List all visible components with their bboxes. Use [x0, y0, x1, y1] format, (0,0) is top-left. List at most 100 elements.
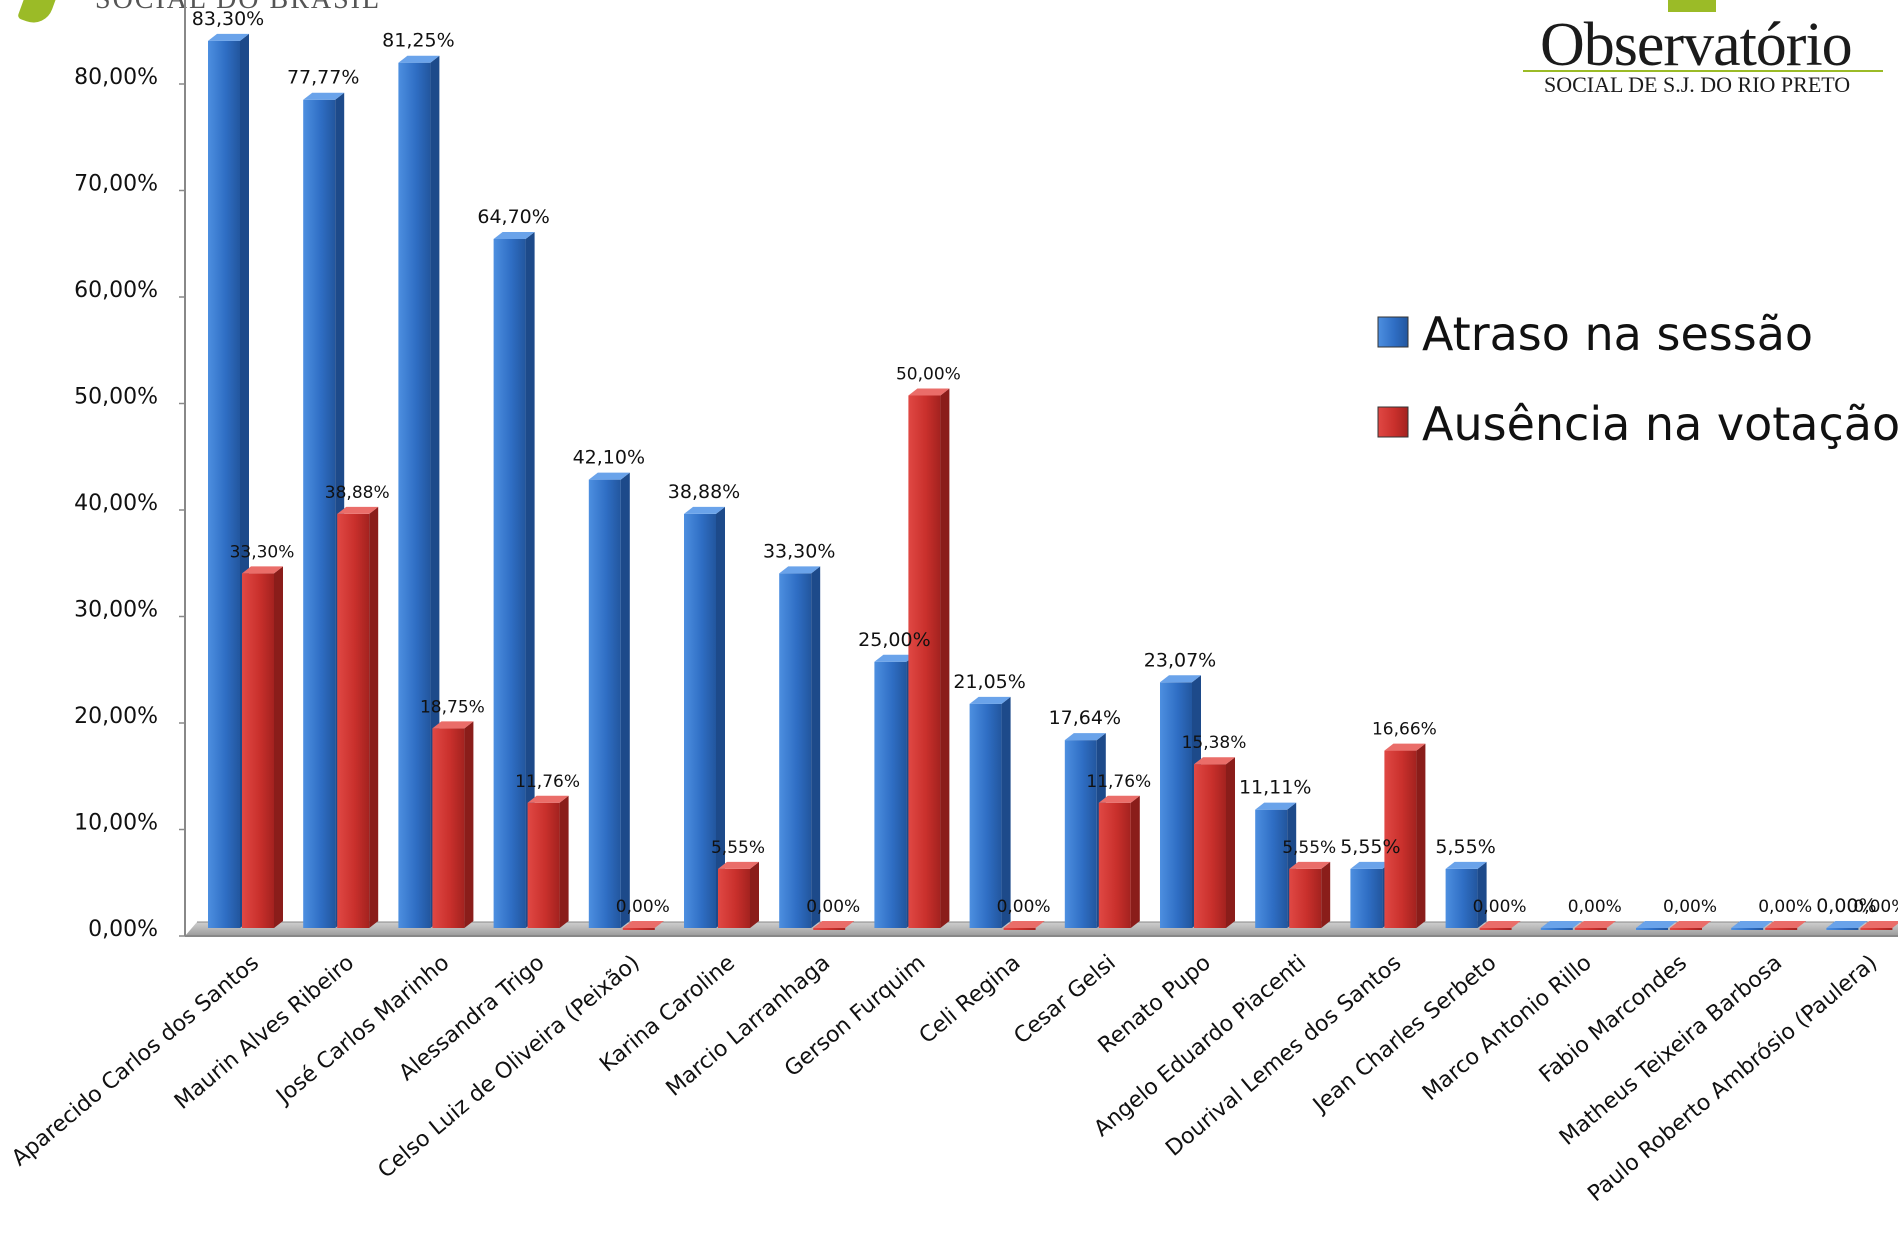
data-label-atraso: 25,00%: [858, 629, 930, 651]
bar-ausencia-front: [242, 573, 274, 928]
bar-ausencia: [718, 861, 759, 928]
bar-ausencia-front: [1860, 928, 1893, 930]
data-label-ausencia: 5,55%: [711, 838, 765, 858]
bar-atraso-front: [969, 703, 1002, 928]
bar-ausencia-front: [1194, 764, 1226, 928]
bar-atraso-side: [525, 231, 535, 928]
bar-atraso: [208, 33, 249, 929]
bar-atraso: [493, 231, 535, 928]
bar-atraso: [303, 92, 345, 928]
bar-ausencia: [337, 506, 379, 928]
bar-atraso-front: [303, 99, 336, 928]
bar-atraso: [969, 696, 1011, 928]
data-label-ausencia: 18,75%: [420, 697, 485, 717]
y-tick-label: 70,00%: [74, 172, 158, 197]
legend-item-ausencia: Ausência na votação: [1377, 397, 1898, 451]
y-tick-label: 10,00%: [74, 811, 158, 836]
bar-atraso-top: [493, 231, 535, 239]
bar-atraso-top: [1350, 861, 1392, 869]
bar-atraso-top: [1255, 802, 1297, 810]
bar-ausencia-side: [1226, 757, 1235, 928]
bar-atraso-top: [1445, 861, 1487, 869]
data-label-ausencia: 50,00%: [896, 365, 961, 385]
bar-ausencia: [1194, 757, 1235, 928]
bar-ausencia-top: [813, 921, 855, 928]
bar-atraso-front: [1350, 868, 1383, 928]
y-tick-label: 20,00%: [74, 704, 158, 729]
bar-ausencia: [1098, 795, 1140, 928]
data-label-atraso: 81,25%: [382, 30, 454, 52]
data-label-atraso: 33,30%: [763, 540, 835, 562]
category-label: José Carlos Marinho: [271, 950, 455, 1110]
legend-item-atraso: Atraso na sessão: [1377, 307, 1813, 361]
data-label-atraso: 11,11%: [1239, 777, 1311, 799]
data-label-atraso: 42,10%: [573, 447, 645, 469]
bar-atraso-side: [716, 506, 725, 928]
bar-atraso-front: [1731, 928, 1764, 930]
bar-atraso-top: [398, 55, 440, 63]
bar-atraso-front: [1160, 682, 1192, 928]
bar-ausencia-top: [527, 795, 569, 803]
data-label-ausencia: 16,66%: [1372, 720, 1437, 740]
bar-ausencia-front: [1765, 928, 1798, 930]
y-tick-label: 80,00%: [74, 65, 158, 90]
bar-ausencia-top: [432, 721, 474, 729]
bar-ausencia: [1003, 921, 1045, 930]
bar-atraso: [1636, 921, 1677, 930]
bar-atraso-top: [1636, 921, 1677, 928]
bar-ausencia: [242, 566, 283, 928]
bar-ausencia-front: [1098, 802, 1131, 928]
bar-ausencia-top: [718, 861, 759, 869]
logo-divider: [1523, 70, 1883, 72]
bar-ausencia-top: [908, 388, 950, 396]
bar-ausencia-side: [274, 566, 283, 928]
data-label-atraso: 77,77%: [287, 67, 359, 89]
data-label-ausencia: 0,00%: [997, 897, 1051, 917]
bar-atraso: [1540, 921, 1582, 930]
bar-atraso-top: [779, 566, 821, 574]
bar-atraso-top: [874, 654, 916, 662]
category-label: Maurin Alves Ribeiro: [170, 950, 359, 1114]
bar-ausencia-front: [1003, 928, 1036, 930]
bar-ausencia-top: [1003, 921, 1045, 928]
bar-ausencia: [527, 795, 569, 928]
data-label-atraso: 64,70%: [477, 206, 549, 228]
bar-atraso-side: [430, 55, 440, 928]
bar-atraso-top: [969, 696, 1011, 704]
data-label-atraso: 23,07%: [1144, 649, 1216, 671]
top-left-brand: SOCIAL DO BRASIL: [0, 0, 420, 30]
bar-ausencia-top: [1574, 921, 1616, 928]
category-label: Marcio Larranhaga: [662, 950, 835, 1101]
bar-atraso-top: [1064, 733, 1106, 741]
bar-atraso-front: [684, 513, 716, 928]
bar-atraso-top: [303, 92, 345, 100]
bar-atraso-front: [493, 238, 526, 928]
bar-ausencia-top: [1384, 743, 1426, 751]
bar-atraso-front: [1445, 868, 1478, 928]
bar-atraso: [684, 506, 725, 928]
bar-atraso-side: [1477, 861, 1487, 928]
data-label-ausencia: 0,00%: [806, 897, 860, 917]
bar-ausencia-front: [622, 928, 655, 930]
bar-atraso-side: [620, 472, 630, 928]
bar-atraso-top: [1160, 675, 1201, 683]
bar-ausencia-top: [1765, 921, 1807, 928]
logo-subtitle: SOCIAL DE S.J. DO RIO PRETO: [1544, 72, 1851, 97]
bar-ausencia: [1479, 921, 1521, 930]
bar-atraso-top: [684, 506, 725, 514]
bar-atraso-front: [398, 62, 431, 928]
category-label: Marco Antonio Rillo: [1418, 950, 1597, 1106]
bar-atraso-top: [588, 472, 630, 480]
bar-atraso-front: [588, 479, 621, 928]
logo-name: Observatório: [1540, 11, 1853, 79]
bar-ausencia-front: [1384, 750, 1417, 928]
data-label-ausencia: 0,00%: [1568, 897, 1622, 917]
bar-atraso-side: [1001, 696, 1011, 928]
bar-atraso-top: [208, 33, 249, 41]
data-label-ausencia: 11,76%: [1086, 772, 1151, 792]
bar-ausencia-top: [1098, 795, 1140, 803]
data-label-atraso: 38,88%: [668, 481, 740, 503]
bar-ausencia-front: [527, 802, 560, 928]
bar-ausencia-top: [622, 921, 664, 928]
